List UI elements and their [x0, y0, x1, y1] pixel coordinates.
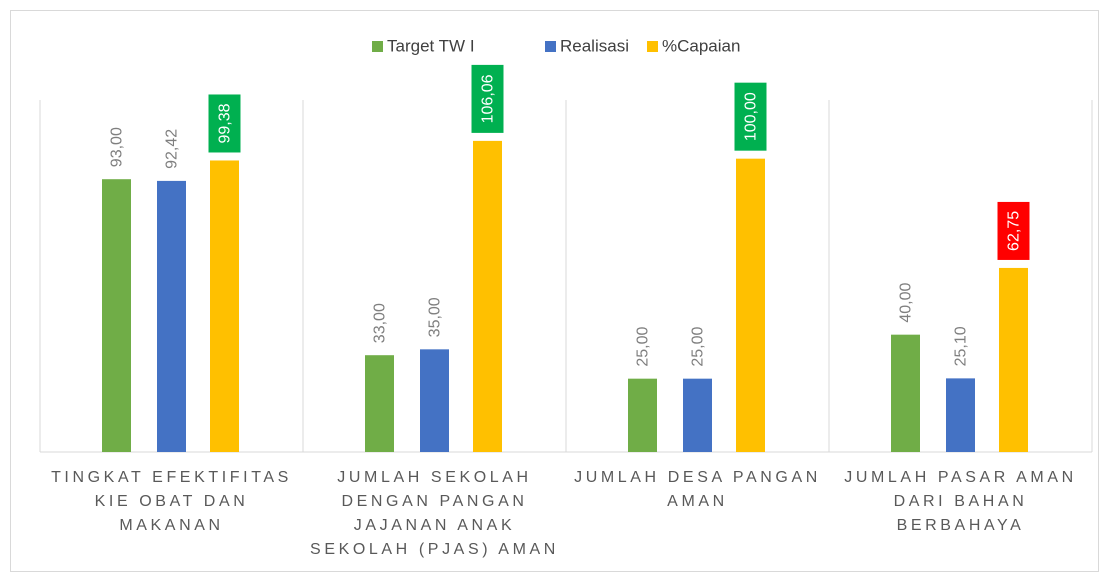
- bar: [102, 179, 131, 452]
- value-label: 40,00: [898, 283, 915, 323]
- x-tick-label: JUMLAH SEKOLAH DENGAN PANGAN JAJANAN ANA…: [310, 469, 559, 558]
- x-tick-label: JUMLAH DESA PANGAN AMAN: [574, 469, 821, 510]
- value-label-box: [471, 64, 504, 133]
- legend-swatch: [372, 41, 383, 52]
- value-label: 92,42: [164, 129, 181, 169]
- legend-swatch: [545, 41, 556, 52]
- value-label: 25,10: [953, 326, 970, 366]
- value-label: 25,00: [690, 327, 707, 367]
- value-label: 25,00: [635, 327, 652, 367]
- legend-swatch: [647, 41, 658, 52]
- legend-label: Target TW I: [387, 36, 475, 55]
- value-label: 62,75: [1006, 211, 1023, 251]
- legend-label: %Capaian: [662, 36, 740, 55]
- bar: [473, 140, 502, 452]
- value-label: 93,00: [109, 127, 126, 167]
- bar: [946, 378, 975, 452]
- value-label: 100,00: [743, 92, 760, 141]
- bar: [420, 349, 449, 452]
- bar: [628, 378, 657, 452]
- legend-label: Realisasi: [560, 36, 629, 55]
- x-tick-label: TINGKAT EFEKTIFITAS KIE OBAT DAN MAKANAN: [51, 469, 292, 534]
- bar: [210, 160, 239, 452]
- bar: [365, 355, 394, 452]
- value-label: 33,00: [372, 303, 389, 343]
- value-label: 35,00: [427, 297, 444, 337]
- value-label-box: [734, 82, 767, 151]
- bar: [683, 378, 712, 452]
- value-label: 99,38: [217, 103, 234, 143]
- bar: [157, 180, 186, 452]
- bar: [999, 267, 1028, 452]
- x-tick-label: JUMLAH PASAR AMAN DARI BAHAN BERBAHAYA: [844, 469, 1077, 534]
- chart-border: [10, 10, 1099, 572]
- value-label: 106,06: [480, 74, 497, 123]
- bar: [891, 334, 920, 452]
- value-label-box: [208, 94, 241, 153]
- value-label-box: [997, 201, 1030, 260]
- bar: [736, 158, 765, 452]
